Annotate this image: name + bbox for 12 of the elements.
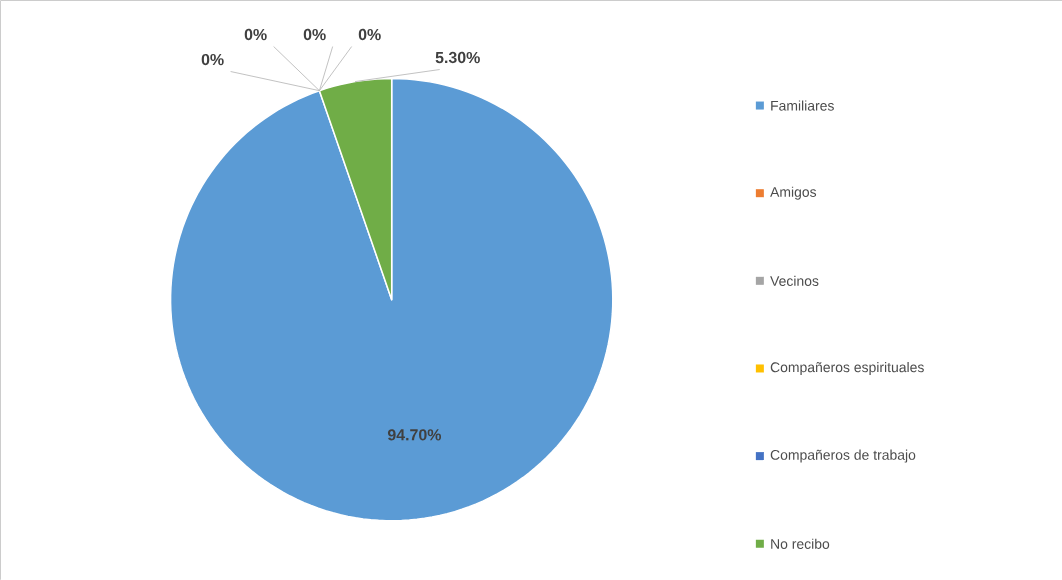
data-label: 94.70% [387, 429, 442, 441]
text: 0% [244, 28, 267, 41]
legend-label: No recibo [771, 538, 830, 549]
text: 0% [303, 28, 326, 41]
text: 0% [358, 28, 381, 41]
legend-label: Vecinos [770, 275, 819, 287]
data-label: 5.30% [435, 51, 480, 64]
text: 0% [201, 53, 224, 66]
legend-label: Familiares [771, 100, 834, 111]
legend-label: Amigos [770, 186, 817, 200]
legend-label: Compañeros espirituales [770, 362, 924, 376]
legend-label: Compañeros de trabajo [770, 449, 916, 463]
